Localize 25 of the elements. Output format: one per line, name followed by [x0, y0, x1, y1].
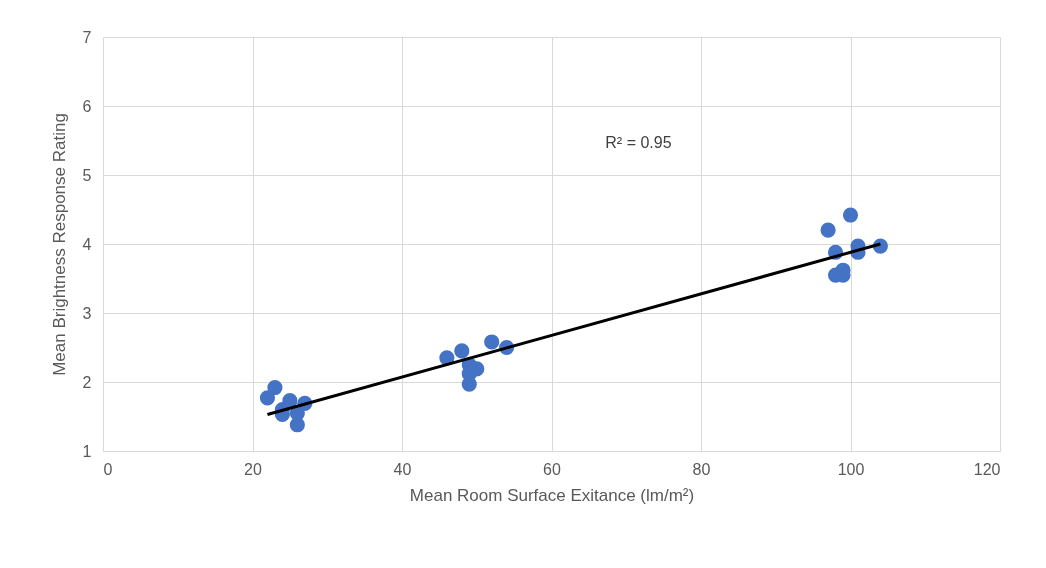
x-tick-label: 120: [973, 460, 1001, 478]
y-tick-label: 1: [82, 442, 92, 460]
y-tick-label: 3: [82, 304, 92, 322]
point: [289, 417, 305, 433]
y-tick-label: 6: [82, 97, 92, 115]
y-axis-title: Mean Brightness Response Rating: [49, 113, 69, 376]
point: [259, 390, 276, 406]
point: [454, 343, 470, 359]
y-tick-label: 5: [82, 166, 92, 184]
x-axis-title: Mean Room Surface Exitance (lm/m²): [409, 485, 695, 505]
x-tick-label: 20: [244, 460, 262, 478]
point: [484, 334, 500, 350]
annotation: R² = 0.95: [605, 133, 672, 151]
point: [820, 222, 836, 238]
y-tick-label: 7: [82, 28, 92, 46]
x-tick-label: 0: [103, 460, 113, 478]
point: [842, 207, 859, 223]
y-tick-label: 2: [82, 373, 92, 391]
y-tick-label: 4: [82, 235, 92, 253]
x-tick-label: 40: [393, 460, 412, 478]
x-tick-label: 100: [837, 460, 865, 478]
x-tick-label: 80: [692, 460, 711, 478]
point: [282, 393, 298, 409]
x-tick-label: 60: [543, 460, 561, 478]
point: [267, 379, 283, 396]
